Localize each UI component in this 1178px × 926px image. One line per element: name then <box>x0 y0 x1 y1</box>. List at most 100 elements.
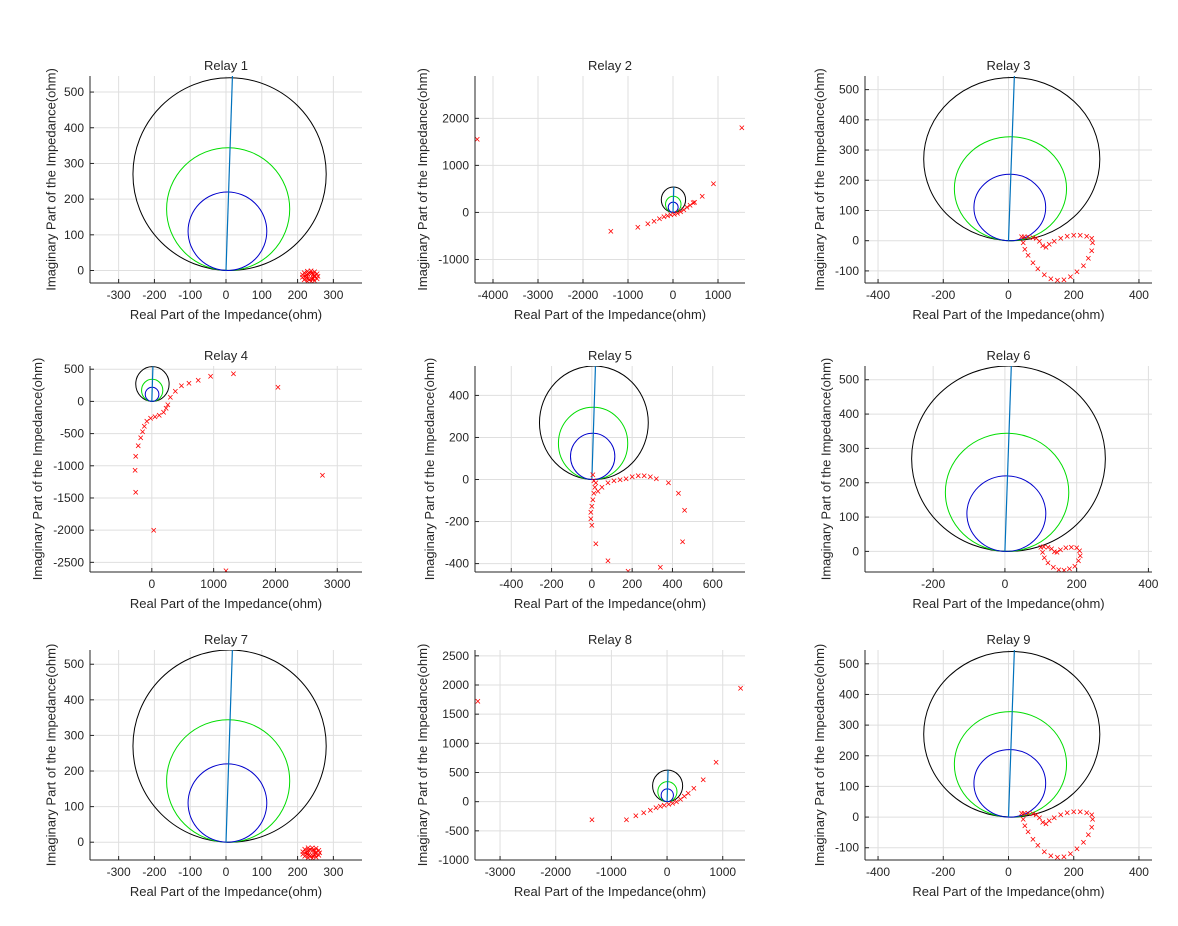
x-axis-label: Real Part of the Impedance(ohm) <box>130 307 322 322</box>
data-marker: × <box>299 272 305 284</box>
y-tick-label: 300 <box>839 143 859 157</box>
data-marker: × <box>1085 829 1091 841</box>
data-marker: × <box>1035 263 1041 275</box>
x-axis-label: Real Part of the Impedance(ohm) <box>130 884 322 899</box>
data-marker: × <box>1077 806 1083 818</box>
data-marker: × <box>135 440 141 452</box>
x-tick-label: -200 <box>921 577 945 591</box>
impedance-angle-line <box>1004 366 1012 552</box>
chart-title: Relay 2 <box>588 58 632 73</box>
x-tick-label: 0 <box>670 288 677 302</box>
data-marker: × <box>653 803 659 815</box>
data-marker: × <box>1048 850 1054 862</box>
data-marker: × <box>313 847 319 859</box>
x-tick-label: -100 <box>178 288 202 302</box>
data-marker: × <box>1043 242 1049 254</box>
x-tick-label: 0 <box>1005 288 1012 302</box>
data-marker: × <box>1045 557 1051 569</box>
data-marker: × <box>635 222 641 234</box>
data-marker: × <box>1021 232 1027 244</box>
data-marker: × <box>299 270 305 282</box>
data-marker: × <box>1025 232 1031 244</box>
data-marker: × <box>139 426 145 438</box>
grid-lines <box>865 650 1152 860</box>
data-marker: × <box>1061 852 1067 864</box>
plot-area: ×××××××××××××××××××××××× × <box>132 366 326 572</box>
grid-lines <box>865 76 1152 283</box>
data-marker: × <box>681 205 687 217</box>
data-marker: × <box>1035 840 1041 852</box>
y-axis-label: Imaginary Part of the Impedance(ohm) <box>415 68 430 291</box>
data-marker: × <box>635 470 641 482</box>
y-tick-label: 500 <box>64 657 84 671</box>
x-tick-label: -400 <box>866 288 890 302</box>
data-marker: × <box>657 801 663 813</box>
data-marker: × <box>1061 565 1067 577</box>
x-axis-label: Real Part of the Impedance(ohm) <box>912 884 1104 899</box>
data-marker: × <box>713 757 719 769</box>
data-marker: × <box>608 226 614 238</box>
data-marker: × <box>1071 230 1077 242</box>
x-tick-label: 100 <box>252 288 272 302</box>
data-marker: × <box>165 399 171 411</box>
y-tick-label: 200 <box>64 192 84 206</box>
data-marker: × <box>633 810 639 822</box>
data-marker: × <box>1084 807 1090 819</box>
data-marker: × <box>275 382 281 394</box>
data-marker: × <box>309 853 315 865</box>
x-tick-label: 200 <box>1067 577 1087 591</box>
marker-series: ×××××××××××××××××××××××××× <box>299 266 321 284</box>
y-tick-label: 400 <box>839 113 859 127</box>
data-marker: × <box>665 478 671 490</box>
data-marker: × <box>1088 233 1094 245</box>
data-marker: × <box>1066 564 1072 576</box>
data-marker: × <box>316 850 322 862</box>
data-marker: × <box>739 123 745 135</box>
x-tick-label: -400 <box>499 577 523 591</box>
x-axis-label: Real Part of the Impedance(ohm) <box>514 596 706 611</box>
chart-title: Relay 6 <box>986 348 1030 363</box>
data-marker: × <box>687 200 693 212</box>
x-tick-label: 200 <box>288 288 308 302</box>
data-marker: × <box>1030 834 1036 846</box>
data-marker: × <box>1022 820 1028 832</box>
y-axis-label: Imaginary Part of the Impedance(ohm) <box>44 68 59 291</box>
data-marker: × <box>656 213 662 225</box>
y-axis-label: Imaginary Part of the Impedance(ohm) <box>422 358 437 581</box>
marker-series: ××× ××××× ×××××××××××× <box>475 123 745 239</box>
data-marker: × <box>629 471 635 483</box>
y-tick-label: -100 <box>835 841 859 855</box>
data-marker: × <box>1085 253 1091 265</box>
impedance-angle-line <box>672 186 675 213</box>
data-marker: × <box>605 555 611 567</box>
x-tick-label: 0 <box>664 865 671 879</box>
data-marker: × <box>1040 241 1046 253</box>
subplot-relay-5: ××××××××××× × × × × × × × × ×××××××××× -400 -200 0 20… <box>422 348 745 611</box>
x-axis-label: Real Part of the Impedance(ohm) <box>130 596 322 611</box>
y-tick-label: 100 <box>839 779 859 793</box>
data-marker: × <box>595 486 601 498</box>
inner-circle <box>570 432 616 481</box>
x-tick-label: 1000 <box>200 577 227 591</box>
data-marker: × <box>1033 810 1039 822</box>
y-axis-label: Imaginary Part of the Impedance(ohm) <box>819 358 834 581</box>
data-marker: × <box>679 537 685 549</box>
y-tick-label: 0 <box>77 835 84 849</box>
x-tick-label: -2000 <box>540 865 571 879</box>
data-marker: × <box>303 270 309 282</box>
chart-title: Relay 9 <box>986 632 1030 647</box>
y-tick-label: -1000 <box>438 853 469 867</box>
data-marker: × <box>1048 544 1054 556</box>
data-marker: × <box>315 271 321 283</box>
x-tick-label: -1000 <box>613 288 644 302</box>
data-marker: × <box>156 410 162 422</box>
y-tick-label: -1500 <box>53 491 84 505</box>
data-marker: × <box>144 416 150 428</box>
data-marker: × <box>308 266 314 278</box>
data-marker: × <box>1061 275 1067 287</box>
x-tick-label: 300 <box>323 865 343 879</box>
data-marker: × <box>1067 848 1073 860</box>
subplot-relay-3: ××××××× × × × × ×××××××××××××××××××× -400 -200 0… <box>812 58 1152 322</box>
y-tick-label: -1000 <box>438 252 469 266</box>
